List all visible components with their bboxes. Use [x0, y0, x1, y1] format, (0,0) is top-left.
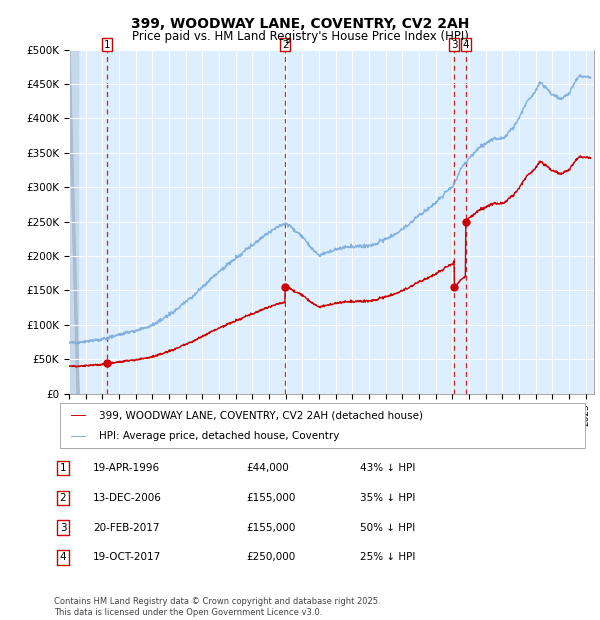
Text: £155,000: £155,000 — [246, 493, 295, 503]
Text: £250,000: £250,000 — [246, 552, 295, 562]
Text: 4: 4 — [59, 552, 67, 562]
Text: 399, WOODWAY LANE, COVENTRY, CV2 2AH (detached house): 399, WOODWAY LANE, COVENTRY, CV2 2AH (de… — [99, 410, 423, 420]
Text: £44,000: £44,000 — [246, 463, 289, 473]
Text: 19-APR-1996: 19-APR-1996 — [93, 463, 160, 473]
Text: 3: 3 — [59, 523, 67, 533]
Text: HPI: Average price, detached house, Coventry: HPI: Average price, detached house, Cove… — [99, 432, 340, 441]
Text: 25% ↓ HPI: 25% ↓ HPI — [360, 552, 415, 562]
Text: 3: 3 — [451, 40, 458, 50]
Text: Contains HM Land Registry data © Crown copyright and database right 2025.
This d: Contains HM Land Registry data © Crown c… — [54, 598, 380, 617]
Bar — [69, 50, 78, 394]
Text: 399, WOODWAY LANE, COVENTRY, CV2 2AH: 399, WOODWAY LANE, COVENTRY, CV2 2AH — [131, 17, 469, 31]
Text: Price paid vs. HM Land Registry's House Price Index (HPI): Price paid vs. HM Land Registry's House … — [131, 30, 469, 43]
Text: 43% ↓ HPI: 43% ↓ HPI — [360, 463, 415, 473]
Text: 2: 2 — [59, 493, 67, 503]
Text: ——: —— — [71, 430, 86, 443]
Text: 35% ↓ HPI: 35% ↓ HPI — [360, 493, 415, 503]
Text: ——: —— — [71, 409, 86, 422]
Text: 20-FEB-2017: 20-FEB-2017 — [93, 523, 160, 533]
Text: 2: 2 — [282, 40, 289, 50]
Text: 4: 4 — [463, 40, 469, 50]
Text: £155,000: £155,000 — [246, 523, 295, 533]
Text: 1: 1 — [59, 463, 67, 473]
Text: 13-DEC-2006: 13-DEC-2006 — [93, 493, 162, 503]
Text: 19-OCT-2017: 19-OCT-2017 — [93, 552, 161, 562]
Text: 50% ↓ HPI: 50% ↓ HPI — [360, 523, 415, 533]
Text: 1: 1 — [104, 40, 110, 50]
